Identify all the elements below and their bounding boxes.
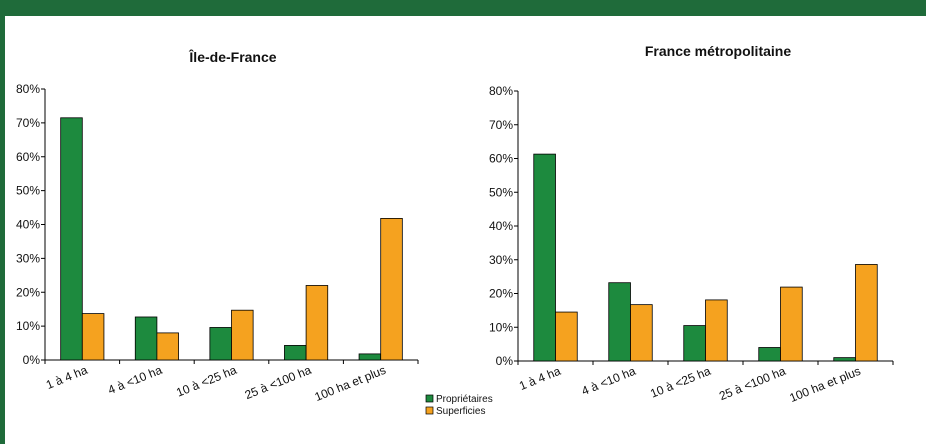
bar-superficies [705,299,728,362]
bar-superficies [555,311,578,362]
legend-label-superficies: Superficies [436,406,485,417]
bar-proprietaires [533,153,556,362]
x-tick-label: 4 à <10 ha [106,363,164,397]
y-tick-label: 0% [496,354,514,368]
y-tick-label: 40% [16,218,40,232]
bar-superficies [81,313,105,361]
bar-proprietaires [134,316,158,361]
header-bar [0,0,926,16]
legend: Propriétaires Superficies [425,394,493,417]
legend-swatch-proprietaires [425,394,434,403]
x-tick-label: 25 à <100 ha [717,364,788,403]
y-tick-label: 0% [23,353,41,367]
bar-proprietaires [683,325,706,362]
y-tick-label: 50% [489,185,513,199]
y-tick-label: 80% [489,84,513,98]
y-tick-label: 30% [489,253,513,267]
bar-proprietaires [608,282,631,362]
x-tick-label: 25 à <100 ha [243,363,314,402]
x-tick-label: 10 à <25 ha [648,364,713,401]
x-tick-label: 1 à 4 ha [44,363,90,392]
legend-swatch-superficies [425,406,434,415]
bar-proprietaires [758,347,781,362]
y-tick-label: 30% [16,251,40,265]
y-tick-label: 50% [16,184,40,198]
y-tick-label: 20% [489,287,513,301]
y-tick-label: 80% [16,82,40,96]
bar-proprietaires [209,327,232,361]
bar-proprietaires [284,345,307,361]
bar-proprietaires [60,117,83,361]
bar-superficies [780,286,803,362]
chart-france-metropolitaine: France métropolitaine 0% 10% 20% 30% 40% 50% 60… [489,43,894,405]
bar-superficies [231,309,254,361]
y-tick-label: 10% [489,320,513,334]
bar-proprietaires [833,357,856,362]
x-tick-label: 1 à 4 ha [517,364,563,393]
bar-superficies [855,264,878,362]
bar-superficies [305,285,329,361]
bar-superficies [380,218,403,361]
y-tick-label: 60% [489,152,513,166]
bar-superficies [630,304,653,362]
y-tick-label: 70% [489,118,513,132]
chart-ile-de-france: Île-de-France 0% 10% 20% 30% 40% 50% 60% 70% 80% 1… [16,48,419,404]
y-tick-label: 10% [16,319,40,333]
bar-proprietaires [358,353,382,361]
y-tick-label: 70% [16,116,40,130]
y-tick-label: 40% [489,219,513,233]
bar-superficies [156,332,179,361]
left-frame-border [0,16,5,444]
y-tick-label: 60% [16,150,40,164]
x-tick-label: 10 à <25 ha [174,363,239,400]
legend-label-proprietaires: Propriétaires [436,394,493,405]
x-tick-label: 100 ha et plus [787,364,862,405]
y-tick-label: 20% [16,285,40,299]
x-tick-label: 4 à <10 ha [579,364,637,398]
chart-title: France métropolitaine [645,43,791,59]
x-tick-label: 100 ha et plus [313,363,388,404]
chart-title: Île-de-France [188,48,276,65]
